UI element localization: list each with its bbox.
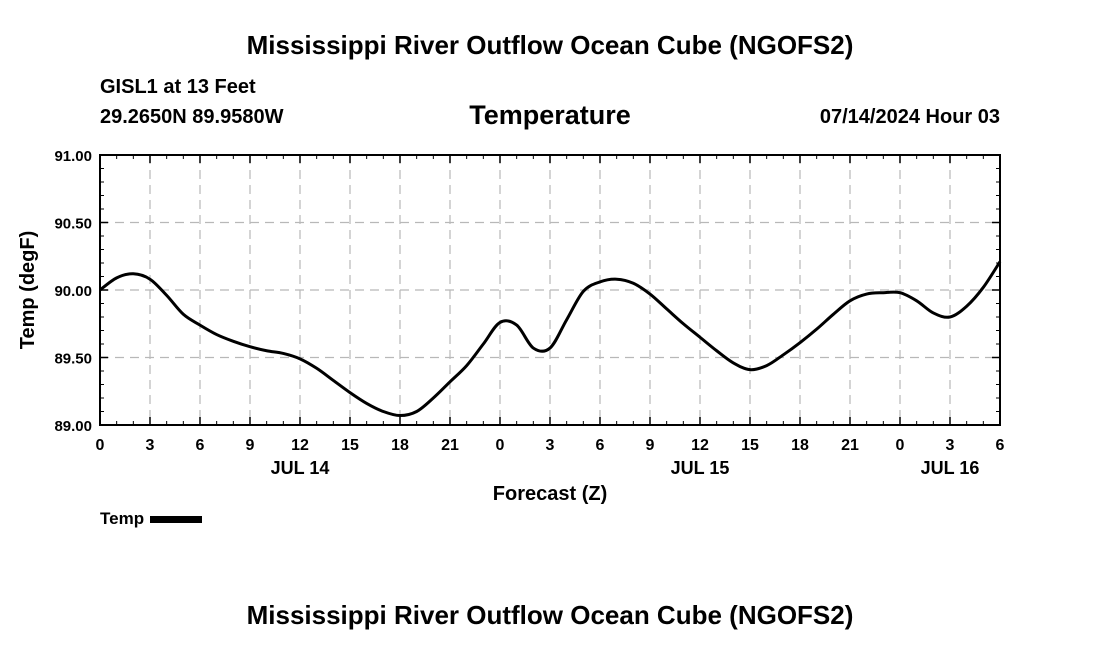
x-tick-label: 3 — [146, 437, 155, 454]
legend-swatch — [150, 516, 203, 524]
grid — [100, 155, 1000, 425]
day-label: JUL 14 — [271, 458, 330, 478]
x-tick-label: 6 — [596, 437, 605, 454]
day-labels: JUL 14 JUL 15 JUL 16 — [271, 458, 980, 478]
y-tick-label: 91.00 — [54, 148, 92, 165]
x-tick-label: 0 — [896, 437, 905, 454]
x-tick-labels: 0 3 6 9 12 15 18 21 0 3 6 9 12 15 18 21 0 3 6 — [96, 437, 1005, 454]
day-label: JUL 15 — [671, 458, 730, 478]
y-axis-label: Temp (degF) — [17, 231, 39, 350]
x-tick-label: 9 — [646, 437, 655, 454]
axis-ticks — [99, 154, 1001, 426]
x-tick-label: 15 — [341, 437, 359, 454]
x-axis-label: Forecast (Z) — [493, 483, 607, 505]
variable-title: Temperature — [469, 100, 631, 130]
x-tick-label: 18 — [391, 437, 409, 454]
series-line-temp — [99, 260, 1002, 418]
x-tick-label: 15 — [741, 437, 759, 454]
coordinates-label: 29.2650N 89.9580W — [100, 106, 284, 128]
legend: Temp — [100, 509, 203, 529]
y-tick-label: 89.50 — [54, 351, 92, 368]
x-tick-label: 9 — [246, 437, 255, 454]
x-tick-label: 12 — [291, 437, 309, 454]
y-tick-labels: 89.00 89.50 90.00 90.50 91.00 — [54, 148, 92, 435]
footer-title: Mississippi River Outflow Ocean Cube (NG… — [246, 600, 854, 630]
y-tick-label: 90.00 — [54, 283, 92, 300]
station-label: GISL1 at 13 Feet — [100, 76, 256, 98]
x-tick-label: 6 — [196, 437, 205, 454]
y-tick-label: 89.00 — [54, 418, 92, 435]
legend-label: Temp — [100, 509, 145, 528]
x-tick-label: 0 — [496, 437, 505, 454]
chart-title: Mississippi River Outflow Ocean Cube (NG… — [246, 30, 854, 60]
x-tick-label: 12 — [691, 437, 709, 454]
x-tick-label: 21 — [441, 437, 459, 454]
day-label: JUL 16 — [921, 458, 980, 478]
forecast-datetime: 07/14/2024 Hour 03 — [819, 106, 1000, 128]
x-tick-label: 3 — [546, 437, 555, 454]
x-tick-label: 3 — [946, 437, 955, 454]
x-tick-label: 18 — [791, 437, 809, 454]
y-tick-label: 90.50 — [54, 216, 92, 233]
x-tick-label: 6 — [996, 437, 1005, 454]
x-tick-label: 0 — [96, 437, 105, 454]
x-tick-label: 21 — [841, 437, 859, 454]
